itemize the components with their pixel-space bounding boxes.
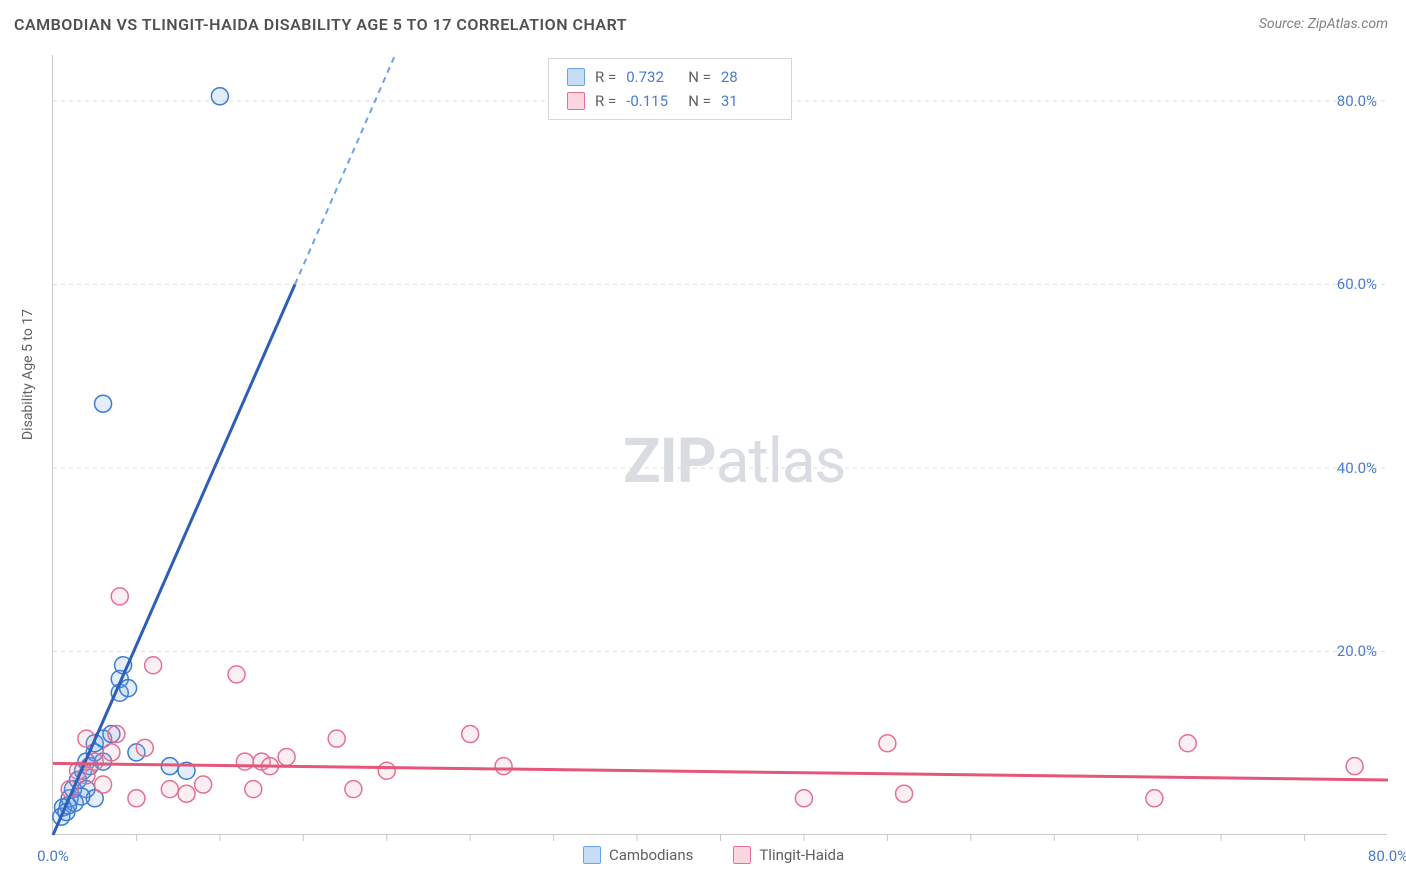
stats-row-tlingit: R = -0.115 N = 31 (567, 89, 773, 113)
legend-swatch-cambodians (583, 846, 601, 864)
x-tick-label: 0.0% (37, 847, 69, 865)
x-tick-label: 80.0% (1368, 847, 1406, 865)
scatter-plot-svg (53, 55, 1387, 834)
legend-item-tlingit: Tlingit-Haida (733, 846, 844, 864)
chart-header: CAMBODIAN VS TLINGIT-HAIDA DISABILITY AG… (0, 0, 1406, 48)
source-attribution: Source: ZipAtlas.com (1259, 16, 1388, 32)
plot-area: ZIPatlas R = 0.732 N = 28 R = -0.115 N =… (52, 55, 1387, 835)
n-value-cambodians: 28 (721, 65, 773, 89)
r-value-cambodians: 0.732 (626, 65, 678, 89)
legend-label-cambodians: Cambodians (609, 846, 693, 864)
series-legend: Cambodians Tlingit-Haida (583, 846, 844, 864)
legend-label-tlingit: Tlingit-Haida (759, 846, 844, 864)
y-tick-label: 20.0% (1337, 642, 1377, 660)
n-value-tlingit: 31 (721, 89, 773, 113)
stats-row-cambodians: R = 0.732 N = 28 (567, 65, 773, 89)
legend-item-cambodians: Cambodians (583, 846, 693, 864)
legend-swatch-tlingit (733, 846, 751, 864)
swatch-cambodians (567, 68, 585, 86)
swatch-tlingit (567, 92, 585, 110)
y-axis-label: Disability Age 5 to 17 (20, 309, 36, 440)
r-value-tlingit: -0.115 (626, 89, 678, 113)
y-tick-label: 80.0% (1337, 92, 1377, 110)
chart-title: CAMBODIAN VS TLINGIT-HAIDA DISABILITY AG… (14, 15, 627, 34)
y-tick-label: 40.0% (1337, 459, 1377, 477)
correlation-stats-box: R = 0.732 N = 28 R = -0.115 N = 31 (548, 58, 792, 120)
y-tick-label: 60.0% (1337, 275, 1377, 293)
